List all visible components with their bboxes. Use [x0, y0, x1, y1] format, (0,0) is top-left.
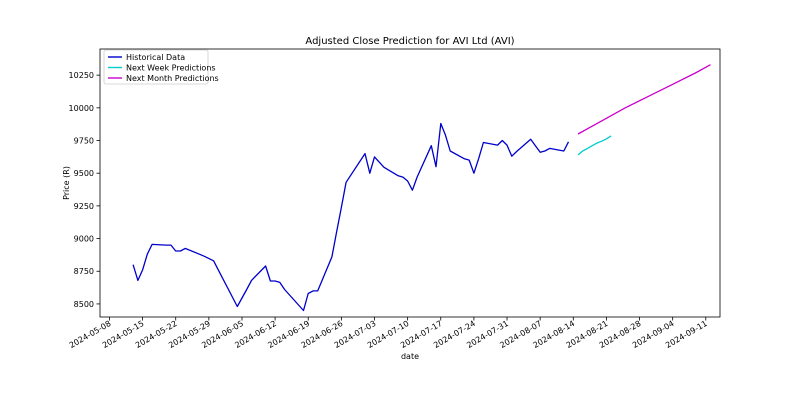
y-tick-label: 9500	[74, 169, 94, 178]
y-tick-label: 9750	[74, 137, 94, 146]
chart-title: Adjusted Close Prediction for AVI Ltd (A…	[305, 36, 514, 47]
legend-label-next-month: Next Month Predictions	[126, 74, 219, 83]
next-week-predictions-line	[577, 135, 612, 156]
next-month-predictions-line	[577, 64, 711, 135]
y-tick-label: 9250	[74, 202, 94, 211]
y-axis-ticks: 8500 8750 9000 9250 9500 9750 10000 10250	[69, 71, 100, 309]
x-axis-ticks: 2024-05-082024-05-152024-05-222024-05-29…	[68, 317, 709, 350]
y-tick-label: 10250	[69, 71, 94, 80]
historical-data-line	[132, 122, 570, 312]
legend-label-next-week: Next Week Predictions	[126, 64, 216, 73]
legend-box	[103, 49, 209, 85]
y-tick-label: 8500	[74, 300, 94, 309]
y-tick-label: 9000	[74, 235, 94, 244]
y-tick-label: 10000	[69, 104, 94, 113]
legend-label-historical: Historical Data	[126, 53, 185, 62]
y-tick-label: 8750	[74, 267, 94, 276]
x-axis-label: date	[401, 352, 419, 361]
plot-frame	[99, 48, 721, 318]
y-axis-label: Price (R)	[62, 166, 71, 200]
legend: Historical Data Next Week Predictions Ne…	[103, 49, 219, 85]
